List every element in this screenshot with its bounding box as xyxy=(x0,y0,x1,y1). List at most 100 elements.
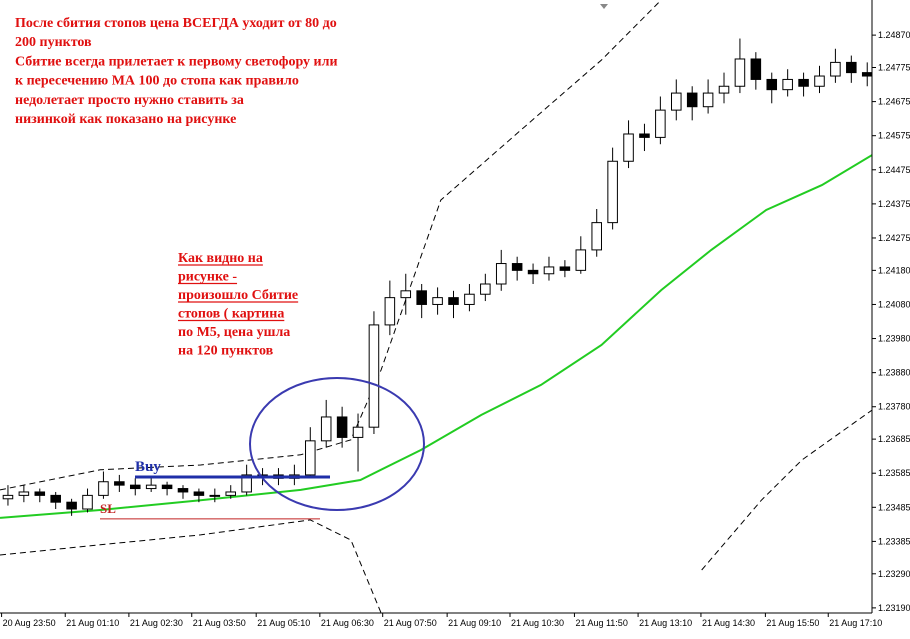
candle-body xyxy=(511,263,523,271)
note-text: 200 пунктов xyxy=(15,35,92,50)
candle-body xyxy=(352,426,364,438)
candle-body xyxy=(495,263,507,285)
plot-area xyxy=(0,0,872,613)
y-tick-label: 1.23190 xyxy=(878,603,910,613)
y-tick-label: 1.24575 xyxy=(878,131,910,141)
note-text: низинкой как показано на рисунке xyxy=(15,112,236,127)
y-tick-label: 1.23685 xyxy=(878,434,910,444)
x-tick-label: 21 Aug 11:50 xyxy=(575,618,627,628)
note-text: рисунке - xyxy=(178,270,237,285)
candle-body xyxy=(559,266,571,271)
candle-body xyxy=(607,160,618,224)
candle-body xyxy=(464,293,475,305)
note-text: стопов ( картина xyxy=(178,307,284,322)
candle-body xyxy=(145,484,157,490)
x-tick-label: 21 Aug 01:10 xyxy=(66,618,119,628)
candle-body xyxy=(193,491,205,496)
note-text: произошло Сбитие xyxy=(178,288,298,303)
candle-body xyxy=(82,494,93,510)
candle-body xyxy=(336,416,348,438)
candle-body xyxy=(861,72,872,77)
y-tick-label: 1.23585 xyxy=(878,468,910,478)
x-tick-label: 21 Aug 07:50 xyxy=(384,618,437,628)
sl-label: SL xyxy=(100,501,116,516)
shift-marker xyxy=(600,4,608,9)
candle-body xyxy=(416,290,427,305)
candle-body xyxy=(702,92,714,108)
note-text: к пересечению МА 100 до стопа как правил… xyxy=(15,74,299,89)
y-tick-label: 1.24475 xyxy=(878,165,910,175)
y-tick-label: 1.23980 xyxy=(878,334,910,344)
candle-body xyxy=(480,283,491,295)
candle-body xyxy=(98,481,109,496)
candle-body xyxy=(718,85,730,94)
candle-body xyxy=(782,78,793,91)
y-tick-label: 1.24180 xyxy=(878,265,910,275)
x-tick-label: 21 Aug 02:30 xyxy=(130,618,183,628)
candle-body xyxy=(766,78,778,91)
candle-body xyxy=(591,222,602,251)
highlight-ellipse xyxy=(249,377,425,511)
candle-body xyxy=(798,78,809,87)
y-tick-label: 1.23385 xyxy=(878,536,910,546)
candle-body xyxy=(543,266,555,275)
y-tick-label: 1.24870 xyxy=(878,30,910,40)
y-tick-label: 1.23290 xyxy=(878,569,910,579)
candle-body xyxy=(225,491,237,496)
candle-body xyxy=(527,269,539,275)
y-tick-label: 1.24375 xyxy=(878,199,910,209)
x-tick-label: 21 Aug 05:10 xyxy=(257,618,310,628)
y-tick-label: 1.24275 xyxy=(878,233,910,243)
candle-body xyxy=(34,491,46,496)
candle-body xyxy=(320,416,332,442)
candle-body xyxy=(114,481,125,486)
candle-body xyxy=(241,474,252,493)
candle-body xyxy=(161,484,173,490)
x-tick-label: 21 Aug 09:10 xyxy=(448,618,501,628)
y-tick-label: 1.23485 xyxy=(878,502,910,512)
candle-body xyxy=(384,297,396,326)
candle-body xyxy=(846,61,857,74)
candle-body xyxy=(575,249,587,271)
buy-label: Buy xyxy=(135,459,161,475)
x-tick-label: 20 Aug 23:50 xyxy=(3,618,56,628)
x-tick-label: 21 Aug 15:50 xyxy=(766,618,819,628)
candle-body xyxy=(671,92,682,111)
candle-body xyxy=(177,488,189,493)
x-tick-label: 21 Aug 17:10 xyxy=(829,618,882,628)
candle-body xyxy=(18,491,30,496)
note-text: Сбитие всегда прилетает к первому светоф… xyxy=(15,54,338,69)
note-text: После сбития стопов цена ВСЕГДА уходит о… xyxy=(15,16,337,31)
candle-body xyxy=(655,109,666,138)
candle-body xyxy=(368,324,380,428)
candle-body xyxy=(623,133,634,162)
candle-body xyxy=(830,61,841,77)
y-tick-label: 1.23780 xyxy=(878,402,910,412)
y-tick-label: 1.24775 xyxy=(878,63,910,73)
candle-body xyxy=(305,440,316,476)
envelope-line xyxy=(0,409,872,613)
candle-body xyxy=(50,494,61,503)
candle-body xyxy=(209,494,221,497)
note-text: недолетает просто нужно ставить за xyxy=(15,93,244,108)
candle-body xyxy=(66,501,77,510)
note-text: на 120 пунктов xyxy=(178,344,274,359)
x-tick-label: 21 Aug 03:50 xyxy=(193,618,246,628)
x-tick-label: 21 Aug 14:30 xyxy=(702,618,755,628)
candle-body xyxy=(2,494,14,500)
x-tick-label: 21 Aug 10:30 xyxy=(511,618,564,628)
y-tick-label: 1.24675 xyxy=(878,97,910,107)
candle-body xyxy=(686,92,698,108)
candle-body xyxy=(750,58,762,80)
candle-body xyxy=(814,75,825,87)
x-tick-label: 21 Aug 13:10 xyxy=(639,618,692,628)
candle-body xyxy=(734,58,746,87)
x-tick-label: 21 Aug 06:30 xyxy=(321,618,374,628)
envelope-line xyxy=(0,0,662,491)
candle-body xyxy=(448,297,459,305)
candle-body xyxy=(129,484,141,490)
note-text: Как видно на xyxy=(178,251,263,266)
candle-body xyxy=(432,297,443,305)
